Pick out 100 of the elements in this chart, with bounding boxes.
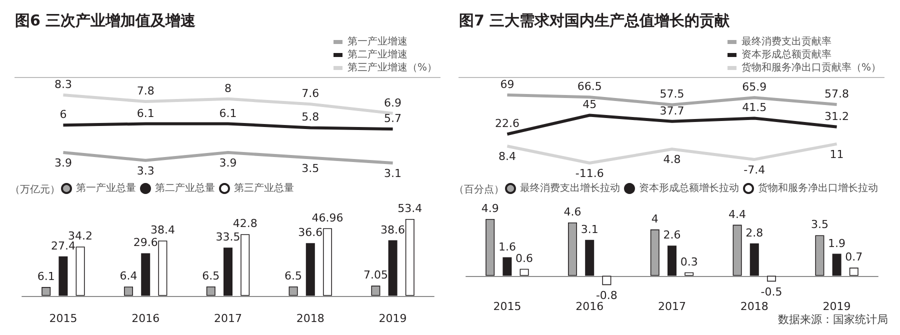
bar xyxy=(767,276,776,282)
data-label: 6.5 xyxy=(202,269,220,282)
data-label: -0.8 xyxy=(596,289,618,302)
data-label: 31.2 xyxy=(824,110,850,123)
bar xyxy=(288,286,298,296)
legend-label: 最终消费支出增长拉动 xyxy=(520,182,620,194)
data-label: 41.5 xyxy=(742,101,767,114)
data-label: 4.4 xyxy=(728,208,746,221)
bar xyxy=(240,234,250,296)
bar xyxy=(371,286,380,296)
bar xyxy=(585,240,594,276)
data-label: 57.8 xyxy=(824,87,850,100)
data-label: -11.6 xyxy=(575,167,604,180)
bar xyxy=(124,286,133,296)
x-tick-label: 2019 xyxy=(822,300,851,313)
bar xyxy=(849,268,858,276)
chart-title: 图6 三次产业增加值及增速 xyxy=(15,12,197,30)
data-label: 66.5 xyxy=(577,80,602,94)
bar xyxy=(815,235,824,276)
data-label: 2.8 xyxy=(746,226,764,240)
data-label: 45 xyxy=(582,98,597,112)
data-label: 38.6 xyxy=(380,223,406,236)
data-label: 0.7 xyxy=(845,250,863,264)
chart-title: 图7 三大需求对国内生产总值增长的贡献 xyxy=(459,12,731,30)
legend-label: 第二产业增速 xyxy=(348,48,408,60)
data-label: 69 xyxy=(500,78,514,91)
data-label: 2.6 xyxy=(663,228,681,242)
bar xyxy=(502,257,512,276)
data-label: 53.4 xyxy=(398,202,422,215)
data-label: 3.5 xyxy=(810,218,828,232)
bar xyxy=(306,243,315,296)
legend-label: 最终消费支出贡献率 xyxy=(742,36,832,48)
data-label: 36.6 xyxy=(298,226,323,240)
data-label: 5.7 xyxy=(384,112,402,125)
data-label: 11 xyxy=(830,148,844,161)
legend-label: 货物和服务净出口增长拉动 xyxy=(758,182,878,194)
data-label: 37.7 xyxy=(660,104,684,118)
data-label: 8 xyxy=(224,82,232,95)
data-label: 3.9 xyxy=(219,156,237,170)
x-tick-label: 2017 xyxy=(658,300,686,313)
legend-label: 资本形成总额贡献率 xyxy=(742,48,832,60)
data-label: 29.6 xyxy=(133,236,158,250)
bar xyxy=(76,246,85,296)
bar xyxy=(388,240,398,296)
bar xyxy=(832,254,842,276)
data-label: 8.3 xyxy=(54,78,72,91)
data-label: 33.5 xyxy=(216,230,240,244)
data-label: 38.4 xyxy=(150,224,175,237)
bar xyxy=(486,219,495,276)
x-tick-label: 2015 xyxy=(493,300,522,313)
data-label: 65.9 xyxy=(742,80,767,94)
data-label: 4.9 xyxy=(481,202,499,215)
bar xyxy=(520,268,529,276)
x-tick-label: 2016 xyxy=(132,312,160,325)
bar xyxy=(732,224,742,276)
data-label: 4.6 xyxy=(564,205,582,218)
x-tick-label: 2015 xyxy=(49,312,78,325)
source-note: 数据来源：国家统计局 xyxy=(778,313,888,326)
x-tick-label: 2019 xyxy=(378,312,407,325)
legend-label: 第三产业增速（%） xyxy=(348,62,438,74)
data-label: 0.6 xyxy=(516,252,534,265)
bar xyxy=(750,243,759,276)
bar xyxy=(42,287,51,296)
bar xyxy=(158,240,168,296)
y-axis-title: （百分点） xyxy=(454,184,504,196)
data-label: 4 xyxy=(651,212,658,226)
data-label: 7.6 xyxy=(302,87,320,100)
y-axis-title: （万亿元） xyxy=(10,184,60,196)
data-label: 4.8 xyxy=(663,153,681,166)
data-label: 3.5 xyxy=(302,162,320,175)
data-label: 42.8 xyxy=(232,217,258,230)
data-label: 46.96 xyxy=(312,211,344,224)
data-label: 6.5 xyxy=(284,269,302,282)
data-label: 6.1 xyxy=(37,270,55,284)
data-label: 6.1 xyxy=(219,106,237,120)
data-label: 3.1 xyxy=(580,222,598,236)
bar xyxy=(206,286,216,296)
data-label: 57.5 xyxy=(660,88,684,101)
legend-label: 货物和服务净出口贡献率（%） xyxy=(742,62,882,74)
data-label: 1.6 xyxy=(498,240,516,254)
bar xyxy=(684,272,694,276)
data-label: -7.4 xyxy=(744,163,766,176)
data-label: 7.05 xyxy=(363,268,388,282)
data-label: 0.3 xyxy=(680,255,698,268)
x-tick-label: 2017 xyxy=(214,312,242,325)
bar xyxy=(668,246,676,276)
bar xyxy=(224,248,232,296)
data-label: 6.4 xyxy=(120,270,138,283)
data-label: 22.6 xyxy=(494,117,520,130)
bar xyxy=(141,253,150,296)
bar xyxy=(602,276,612,286)
data-label: 5.8 xyxy=(302,110,320,124)
bar xyxy=(58,256,68,296)
bar xyxy=(323,228,332,296)
bar xyxy=(650,229,660,276)
data-label: 3.9 xyxy=(54,156,72,170)
x-tick-label: 2018 xyxy=(296,312,324,325)
bar xyxy=(568,222,577,276)
data-label: 3.1 xyxy=(384,167,402,180)
x-tick-label: 2018 xyxy=(740,300,768,313)
